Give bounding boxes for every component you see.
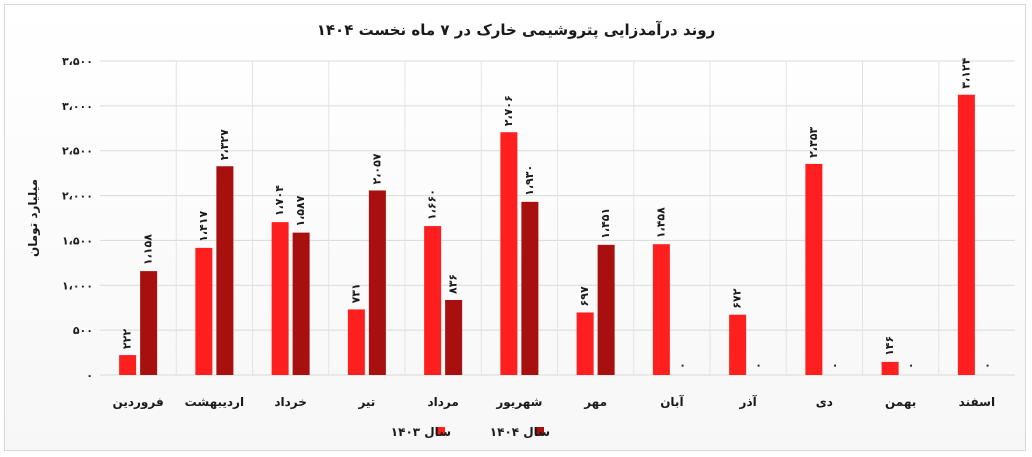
bar-series-1 <box>424 226 442 375</box>
data-labels: ۲۲۲ ۱،۱۵۸ ۱،۴۱۷ ۲،۳۲۷ ۱،۷۰۴ ۱،۵۸۷ ۷۳۱ ۲،۰۵۷ ۱،۶۶… <box>121 57 994 369</box>
data-label-series-2: ۰ <box>904 362 917 369</box>
legend-label-series-1: سال ۱۴۰۳ <box>391 425 451 439</box>
y-tick-label: ۲،۰۰۰ <box>62 190 93 203</box>
data-label-series-1: ۱،۶۶۰ <box>426 189 439 220</box>
data-label-series-2: ۱،۱۵۸ <box>142 234 155 265</box>
bar-series-1 <box>805 163 823 375</box>
bar-series-1 <box>729 314 747 375</box>
bar-series-2 <box>292 232 310 375</box>
data-label-series-2: ۱،۹۳۰ <box>523 165 536 196</box>
x-tick-label: فروردین <box>113 395 164 410</box>
bar-series-2 <box>597 244 615 375</box>
y-tick-label: ۵۰۰ <box>73 324 93 337</box>
y-tick-label: ۰ <box>86 369 93 382</box>
bar-series-1 <box>195 247 213 375</box>
data-label-series-2: ۱،۵۸۷ <box>294 195 307 226</box>
data-label-series-1: ۷۳۱ <box>349 283 362 303</box>
x-tick-label: اردیبهشت <box>185 395 244 409</box>
bar-series-1 <box>957 94 975 375</box>
bar-series-1 <box>119 355 137 375</box>
bar-series-2 <box>445 299 463 375</box>
data-label-series-1: ۳،۱۲۴ <box>959 57 972 88</box>
x-tick-label: اسفند <box>959 395 995 409</box>
data-label-series-1: ۱۴۶ <box>883 336 896 356</box>
bar-series-2 <box>521 201 539 375</box>
legend-swatch-series-2 <box>536 427 544 435</box>
bar-series-1 <box>576 312 594 375</box>
x-axis-ticks: فروردین اردیبهشت خرداد تیر مرداد شهریور مهر آبا… <box>113 394 996 410</box>
y-tick-label: ۲،۵۰۰ <box>62 145 93 158</box>
x-tick-label: آذر <box>739 394 758 409</box>
data-label-series-1: ۱،۴۱۷ <box>197 211 210 242</box>
y-tick-label: ۱،۰۰۰ <box>62 279 93 292</box>
data-label-series-2: ۱،۴۵۱ <box>599 208 612 239</box>
x-tick-label: بهمن <box>885 395 916 409</box>
data-label-series-2: ۲،۰۵۷ <box>370 153 383 184</box>
data-label-series-2: ۲،۳۲۷ <box>218 129 231 160</box>
data-label-series-1: ۱،۴۵۸ <box>654 207 667 238</box>
data-label-series-1: ۶۹۷ <box>578 286 591 306</box>
data-label-series-1: ۱،۷۰۴ <box>273 185 286 216</box>
x-tick-label: شهریور <box>495 395 542 410</box>
data-label-series-2: ۰ <box>675 362 688 369</box>
x-tick-label: مرداد <box>427 395 458 409</box>
bar-series-2 <box>140 271 158 375</box>
x-tick-label: تیر <box>357 395 375 409</box>
data-label-series-2: ۸۳۶ <box>447 274 460 294</box>
data-label-series-1: ۲۲۲ <box>121 329 134 349</box>
gridlines <box>100 60 1015 376</box>
chart-frame: روند درآمدزایی پتروشیمی خارک در ۷ ماه نخ… <box>4 4 1026 451</box>
legend-swatch-series-1 <box>437 427 445 435</box>
data-label-series-2: ۰ <box>980 362 993 369</box>
x-tick-label: دی <box>816 395 833 409</box>
x-tick-label: خرداد <box>274 395 307 409</box>
legend: سال ۱۴۰۳ سال ۱۴۰۴ <box>391 425 550 439</box>
bars <box>119 94 975 375</box>
data-label-series-1: ۲،۷۰۶ <box>502 95 515 126</box>
y-axis-ticks: ۰ ۵۰۰ ۱،۰۰۰ ۱،۵۰۰ ۲،۰۰۰ ۲،۵۰۰ ۳،۰۰۰ ۳،۵۰۰ <box>62 55 93 382</box>
data-label-series-2: ۰ <box>752 362 765 369</box>
y-tick-label: ۳،۵۰۰ <box>62 55 93 68</box>
y-axis-label: میلیارد تومان <box>26 179 41 257</box>
x-tick-label: مهر <box>583 395 607 409</box>
x-tick-label: آبان <box>660 394 684 409</box>
y-tick-label: ۳،۰۰۰ <box>62 100 93 113</box>
chart-title: روند درآمدزایی پتروشیمی خارک در ۷ ماه نخ… <box>317 21 715 40</box>
bar-chart: روند درآمدزایی پتروشیمی خارک در ۷ ماه نخ… <box>26 21 1015 439</box>
bar-series-2 <box>368 190 386 375</box>
bar-series-1 <box>500 132 518 375</box>
legend-label-series-2: سال ۱۴۰۴ <box>490 425 550 439</box>
data-label-series-1: ۲،۳۵۳ <box>807 127 820 158</box>
data-label-series-1: ۶۷۲ <box>731 288 744 308</box>
bar-series-1 <box>271 222 289 375</box>
bar-series-1 <box>347 309 365 375</box>
bar-series-1 <box>652 244 670 375</box>
data-label-series-2: ۰ <box>828 362 841 369</box>
bar-series-1 <box>881 361 899 375</box>
bar-series-2 <box>216 166 234 375</box>
y-tick-label: ۱،۵۰۰ <box>62 234 93 247</box>
